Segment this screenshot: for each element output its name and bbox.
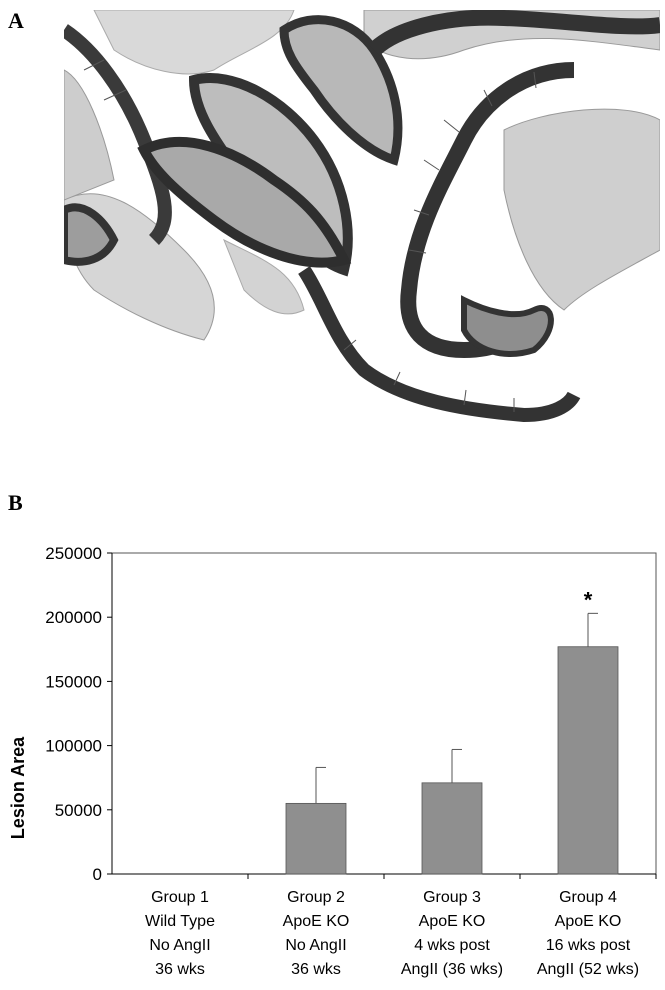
vessel-wall [298, 266, 581, 423]
bar [285, 802, 347, 875]
vessel-wall [368, 10, 660, 56]
tissue-fragment [64, 69, 115, 201]
category-label: Group 3 [423, 889, 481, 906]
panel-b-label: B [8, 490, 23, 515]
y-axis-label: Lesion Area [8, 736, 28, 839]
tissue-fragment [223, 238, 305, 315]
category-label: AngII (52 wks) [537, 961, 639, 978]
bars: * [247, 587, 657, 879]
category-label: ApoE KO [555, 913, 622, 930]
panel-a-label: A [8, 8, 24, 33]
tissue-fragment [503, 108, 660, 311]
y-tick-labels: 0 50000 100000 150000 200000 250000 [45, 544, 112, 884]
vessel-wall [279, 15, 403, 166]
category-label: ApoE KO [419, 913, 486, 930]
category-label: No AngII [285, 937, 346, 954]
category-label: 36 wks [291, 961, 341, 978]
vessel-wall [64, 203, 119, 266]
vessel-lumen [461, 295, 554, 357]
category-label: Wild Type [145, 913, 215, 930]
category-label: Group 1 [151, 889, 209, 906]
aorta-micrograph-image [64, 10, 660, 454]
lesion-area-bar-chart: 0 50000 100000 150000 200000 250000 * Group 1… [8, 544, 657, 978]
y-tick-label: 250000 [45, 544, 102, 563]
category-label: ApoE KO [283, 913, 350, 930]
y-tick-label: 150000 [45, 672, 102, 691]
bar [421, 782, 483, 875]
category-label: 4 wks post [414, 937, 490, 954]
vessel-wall [137, 137, 352, 268]
significance-marker: * [584, 587, 593, 612]
y-tick-label: 100000 [45, 737, 102, 756]
category-label: Group 2 [287, 889, 345, 906]
y-tick-label: 0 [93, 865, 102, 884]
category-labels: Group 1 Wild Type No AngII 36 wks Group 2 Apo… [145, 889, 639, 978]
category-label: 36 wks [155, 961, 205, 978]
bar [557, 646, 619, 875]
y-tick-label: 200000 [45, 608, 102, 627]
vessel-wall [64, 24, 172, 245]
category-label: 16 wks post [546, 937, 631, 954]
category-label: AngII (36 wks) [401, 961, 503, 978]
y-tick-label: 50000 [55, 801, 102, 820]
category-label: No AngII [149, 937, 210, 954]
category-label: Group 4 [559, 889, 617, 906]
